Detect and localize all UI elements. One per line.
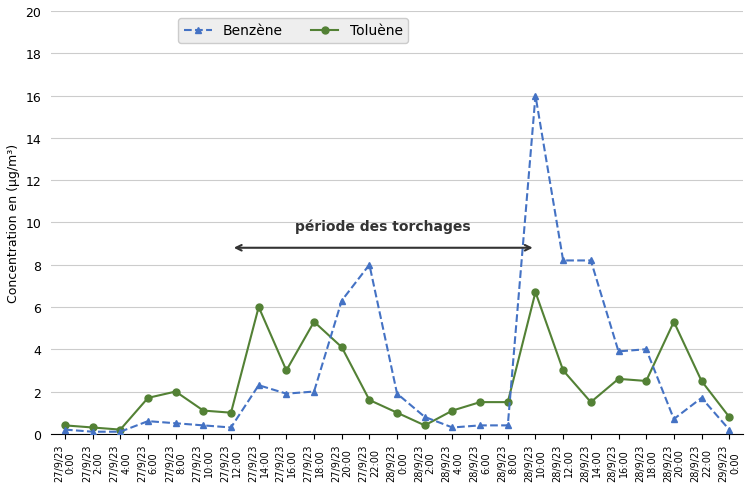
Legend: Benzène, Toluène: Benzène, Toluène — [178, 19, 408, 44]
Y-axis label: Concentration en (µg/m³): Concentration en (µg/m³) — [7, 143, 20, 303]
Text: période des torchages: période des torchages — [296, 219, 471, 233]
